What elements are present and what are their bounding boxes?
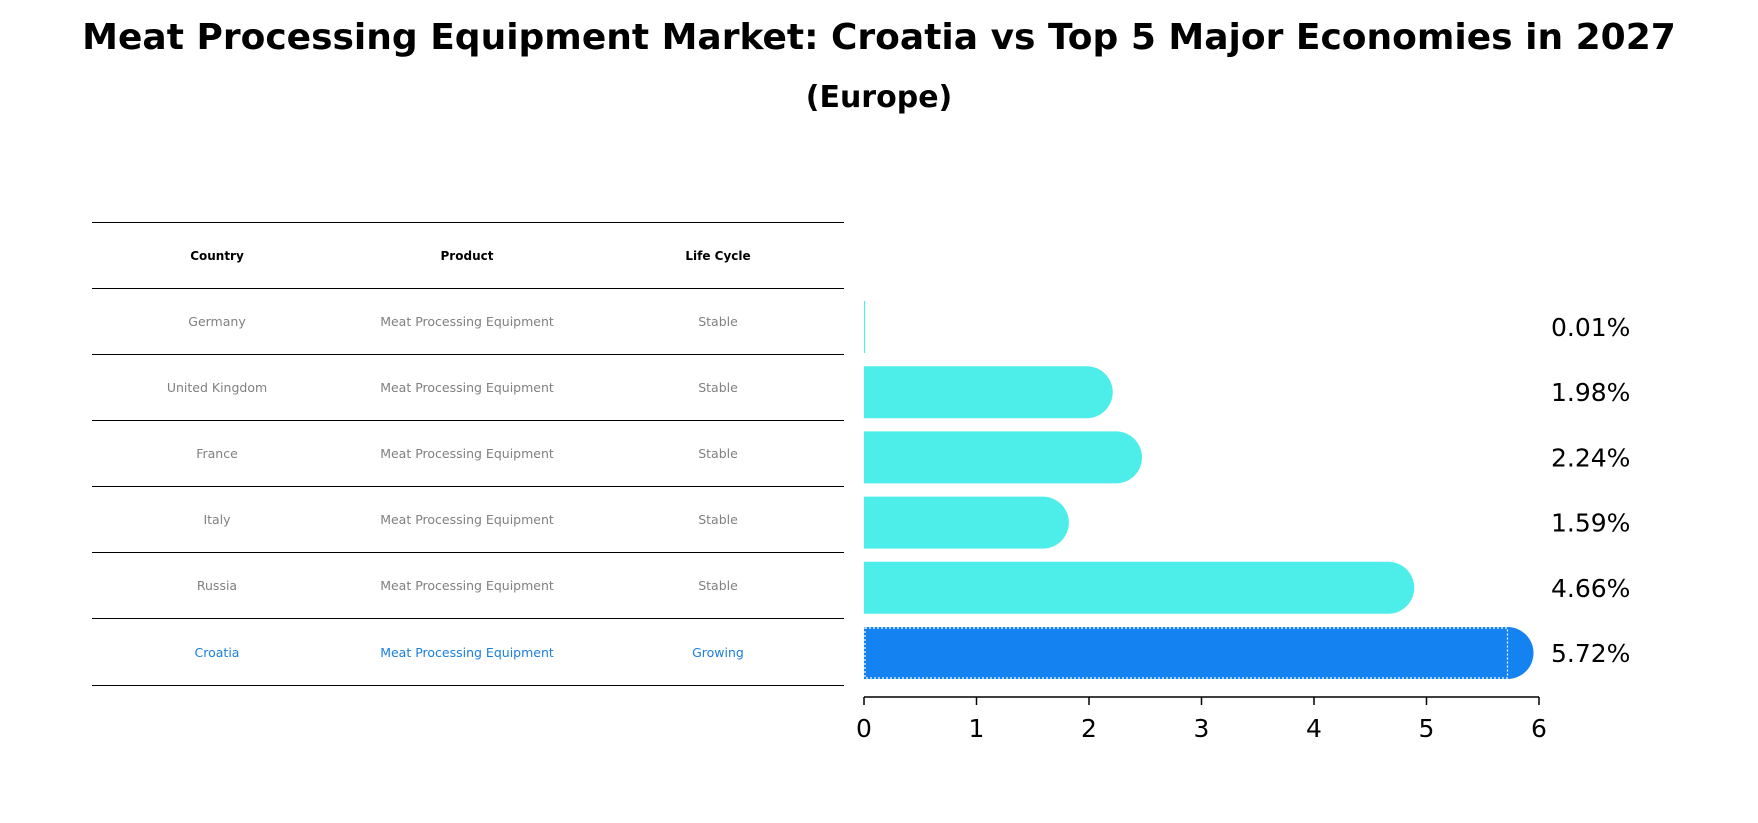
bar-russia	[864, 561, 1415, 614]
header-country: Country	[190, 248, 244, 263]
header-life-cycle: Life Cycle	[685, 248, 751, 263]
value-label: 5.72%	[1551, 639, 1630, 668]
row-country: Croatia	[194, 644, 240, 660]
bar-italy	[864, 496, 1069, 549]
row-product: Meat Processing Equipment	[380, 314, 554, 329]
table-row: Italy Meat Processing Equipment Stable	[92, 486, 844, 552]
table-header-row: Country Product Life Cycle	[92, 222, 844, 288]
value-label: 0.01%	[1551, 313, 1630, 342]
value-label: 1.98%	[1551, 378, 1630, 407]
row-product: Meat Processing Equipment	[380, 446, 554, 461]
row-life-cycle: Stable	[698, 512, 738, 527]
x-tick-label: 4	[1306, 714, 1322, 743]
row-product: Meat Processing Equipment	[380, 380, 554, 395]
row-product: Meat Processing Equipment	[380, 512, 554, 527]
table-row: Germany Meat Processing Equipment Stable	[92, 288, 844, 354]
table-row: France Meat Processing Equipment Stable	[92, 420, 844, 486]
value-label: 2.24%	[1551, 443, 1630, 472]
bar-highlight-outline	[864, 627, 1509, 679]
row-country: Italy	[203, 512, 231, 527]
row-country: Germany	[188, 314, 246, 329]
x-tick-label: 6	[1531, 714, 1547, 743]
row-life-cycle: Stable	[698, 380, 738, 395]
x-tick-label: 0	[856, 714, 872, 743]
bar-united-kingdom	[864, 366, 1113, 419]
bar-germany	[864, 301, 866, 353]
value-label: 1.59%	[1551, 509, 1630, 538]
row-life-cycle: Stable	[698, 446, 738, 461]
table-row: Russia Meat Processing Equipment Stable	[92, 552, 844, 618]
x-tick-label: 2	[1081, 714, 1097, 743]
row-product: Meat Processing Equipment	[380, 578, 554, 593]
row-country: France	[196, 446, 238, 461]
chart-subtitle: (Europe)	[805, 80, 953, 115]
chart-title: Meat Processing Equipment Market: Croati…	[82, 17, 1676, 58]
row-product: Meat Processing Equipment	[380, 644, 554, 660]
value-label: 4.66%	[1551, 574, 1630, 603]
row-country: Russia	[196, 578, 238, 593]
table-row-highlighted: Croatia Meat Processing Equipment Growin…	[92, 618, 844, 686]
row-life-cycle: Stable	[698, 578, 738, 593]
bar-france	[864, 431, 1142, 484]
row-country: United Kingdom	[166, 380, 268, 395]
header-product: Product	[440, 248, 494, 263]
row-life-cycle: Growing	[692, 644, 744, 660]
row-life-cycle: Stable	[698, 314, 738, 329]
x-tick-label: 3	[1194, 714, 1210, 743]
x-tick-label: 1	[969, 714, 985, 743]
data-table: Country Product Life Cycle Germany Meat …	[92, 222, 844, 686]
bar-croatia	[864, 627, 1534, 679]
x-tick-label: 5	[1419, 714, 1435, 743]
table-row: United Kingdom Meat Processing Equipment…	[92, 354, 844, 420]
